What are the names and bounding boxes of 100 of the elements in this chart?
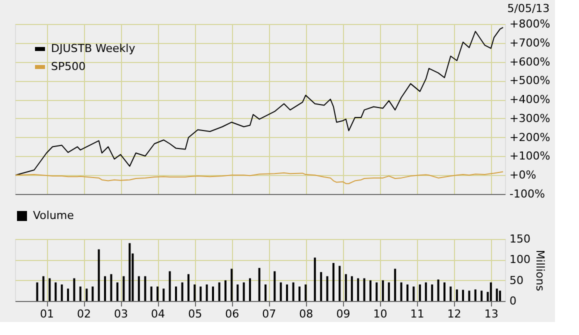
bar <box>499 290 502 301</box>
x-tick-label: 08 <box>299 308 314 320</box>
y-tick-label: 150 <box>510 232 530 246</box>
bar <box>144 276 146 301</box>
bar <box>314 258 316 301</box>
bar <box>187 274 190 301</box>
bar <box>369 280 372 301</box>
legend-label: SP500 <box>51 60 86 73</box>
bar <box>292 282 294 301</box>
bar <box>60 284 63 301</box>
x-tick-label: 07 <box>262 308 276 320</box>
line-series <box>15 26 504 176</box>
bar <box>326 276 328 301</box>
bar <box>156 286 159 301</box>
y-tick-label: +0% <box>510 168 536 182</box>
x-tick-label: 04 <box>151 308 166 320</box>
bar <box>110 274 112 301</box>
bar <box>431 284 434 301</box>
bar <box>332 262 334 301</box>
bar <box>406 284 408 301</box>
bar <box>54 282 57 301</box>
bar <box>474 289 476 301</box>
bar <box>36 282 38 301</box>
x-tick-label: 10 <box>373 308 388 320</box>
line-series <box>15 171 504 184</box>
bar <box>443 282 446 301</box>
bar <box>230 268 233 301</box>
bar <box>274 271 276 301</box>
bar <box>338 266 341 301</box>
y-tick-label: +700% <box>510 36 550 50</box>
bar <box>48 278 51 301</box>
bar <box>79 286 82 301</box>
legend-label: DJUSTB Weekly <box>51 42 136 55</box>
legend-label: Volume <box>33 209 74 222</box>
bar <box>350 276 353 301</box>
bar <box>162 288 165 301</box>
bar <box>496 288 498 301</box>
bar <box>382 280 384 301</box>
bar <box>86 288 88 301</box>
bar <box>320 272 322 301</box>
y-tick-label: +300% <box>510 112 550 125</box>
y-tick-label: 50 <box>510 274 524 287</box>
bar <box>122 276 125 301</box>
y-tick-label: +100% <box>510 150 550 163</box>
bar <box>138 276 140 301</box>
bar <box>98 249 100 301</box>
y-tick-label: 0 <box>510 294 516 308</box>
bar <box>42 276 44 301</box>
bar <box>462 290 464 301</box>
bar <box>73 278 76 301</box>
bar <box>280 282 282 301</box>
bar <box>357 278 360 301</box>
bar <box>304 284 307 301</box>
bar <box>128 243 131 301</box>
bar <box>298 286 300 301</box>
x-tick-label: 05 <box>188 308 202 320</box>
bar <box>67 288 70 301</box>
y-tick-label: +200% <box>510 130 550 144</box>
bar <box>264 284 267 301</box>
x-tick-label: 03 <box>114 308 128 320</box>
bar <box>424 282 427 301</box>
bar <box>206 284 208 301</box>
bar <box>92 286 94 301</box>
y-tick-label: 100 <box>510 253 530 266</box>
x-tick-label: 11 <box>410 308 424 320</box>
bar <box>480 290 483 301</box>
x-tick-label: 06 <box>225 308 240 320</box>
bar <box>394 268 396 301</box>
bar <box>104 276 106 301</box>
bar <box>249 278 252 301</box>
x-tick-label: 13 <box>484 308 498 320</box>
bar <box>181 282 184 301</box>
y-tick-label: +500% <box>510 74 550 88</box>
bar <box>418 284 421 301</box>
bar <box>376 282 378 301</box>
y-axis-title: Millions <box>533 250 546 292</box>
x-tick-label: 01 <box>40 308 54 320</box>
bar <box>344 274 347 301</box>
bar <box>200 286 202 301</box>
y-tick-label: -100% <box>510 188 545 200</box>
bar <box>236 284 239 301</box>
bar <box>168 271 171 301</box>
bar <box>388 282 390 301</box>
bar <box>175 286 177 301</box>
bar <box>242 282 245 301</box>
bar <box>194 284 196 301</box>
bar <box>468 290 470 301</box>
bar <box>218 282 220 301</box>
bar <box>224 280 226 301</box>
x-tick-label: 09 <box>336 308 350 320</box>
bar <box>437 280 440 301</box>
bar <box>450 286 452 301</box>
bar <box>150 286 152 301</box>
y-tick-label: +400% <box>510 93 550 106</box>
bar <box>490 282 492 301</box>
text: 5/05/13 <box>507 2 550 15</box>
x-tick-label: 02 <box>77 308 92 320</box>
y-tick-label: +800% <box>510 18 550 30</box>
bar <box>286 284 288 301</box>
bar <box>363 278 366 301</box>
